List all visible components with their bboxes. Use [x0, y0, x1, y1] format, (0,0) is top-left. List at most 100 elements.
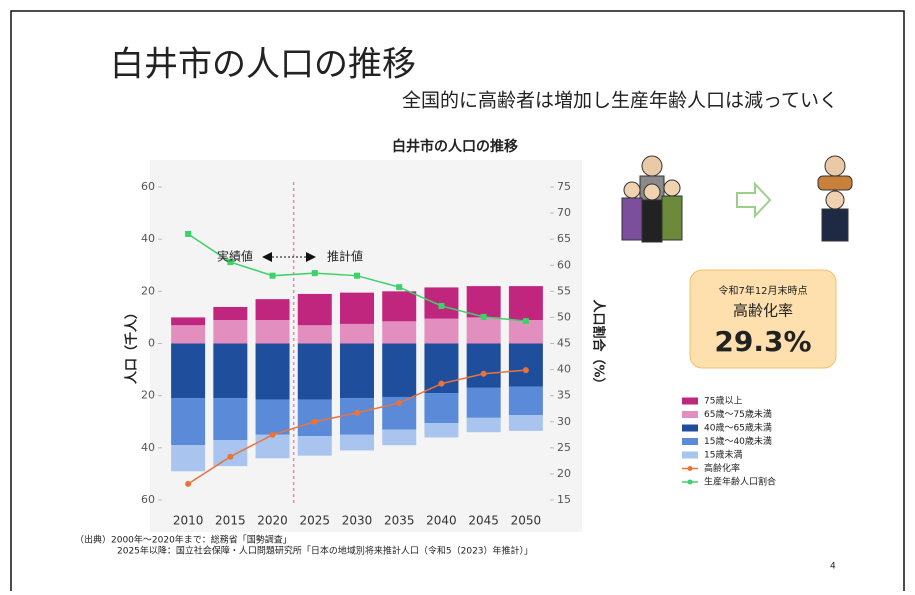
bar [382, 321, 416, 343]
legend-label: 75歳以上 [704, 395, 742, 407]
bar [213, 307, 247, 320]
y-tick-label: 60 [141, 180, 155, 193]
point [185, 231, 191, 237]
y2-tick-label: 35 [557, 389, 571, 402]
bar [467, 418, 501, 432]
y2-tick-label: 60 [557, 258, 571, 271]
bar [213, 398, 247, 440]
bar [171, 445, 205, 471]
y-tick-label: 40 [141, 232, 155, 245]
bar [171, 317, 205, 325]
point [396, 400, 402, 406]
legend-swatch [682, 398, 698, 405]
point [438, 303, 444, 309]
y2-tick-label: 65 [557, 232, 571, 245]
legend-swatch [682, 425, 698, 432]
y2-tick-label: 75 [557, 180, 571, 193]
legend-label: 15歳未満 [704, 449, 742, 461]
bar [509, 286, 543, 320]
annotation: 推計値 [327, 249, 363, 264]
y-tick-label: 20 [141, 389, 155, 402]
bar [256, 435, 290, 458]
legend-label: 高齢化率 [704, 462, 740, 474]
bar [298, 294, 332, 325]
callout-value: 29.3% [714, 325, 811, 358]
y2-tick-label: 15 [557, 493, 571, 506]
y2-tick-label: 45 [557, 337, 571, 350]
point [270, 432, 276, 438]
callout-label: 高齢化率 [733, 302, 793, 320]
x-tick-label: 2040 [426, 514, 457, 528]
y-tick-label: 60 [141, 493, 155, 506]
legend-label: 40歳～65歳未満 [704, 422, 772, 434]
x-tick-label: 2030 [342, 514, 373, 528]
legend-label: 65歳～75歳未満 [704, 408, 772, 420]
point [312, 419, 318, 425]
y-tick-label: 40 [141, 441, 155, 454]
page-number: 4 [830, 562, 836, 572]
y-axis-title: 人口（千人） [124, 306, 140, 384]
page: {"slide": {"title": "白井市の人口の推移", "subtit… [0, 0, 915, 595]
slide-title: 白井市の人口の推移 [110, 45, 416, 85]
bar [298, 325, 332, 343]
bar [298, 344, 332, 400]
bar [467, 388, 501, 418]
bar [340, 293, 374, 324]
legend-swatch [688, 466, 693, 471]
bar [171, 398, 205, 445]
bar [340, 398, 374, 435]
bar [340, 324, 374, 344]
point [227, 454, 233, 460]
x-tick-label: 2010 [173, 514, 204, 528]
slide: 白井市の人口の推移 全国的に高齢者は増加し生産年齢人口は減っていく 白井市の人口… [0, 0, 915, 591]
source-line: 2025年以降：国立社会保障・人口問題研究所「日本の地域別将来推計人口（令和5（… [117, 545, 533, 557]
bar [213, 320, 247, 343]
slide-subtitle: 全国的に高齢者は増加し生産年齢人口は減っていく [402, 90, 838, 112]
point [481, 371, 487, 377]
point [396, 284, 402, 290]
point [354, 410, 360, 416]
point [354, 273, 360, 279]
chart-title: 白井市の人口の推移 [392, 138, 518, 155]
bar [424, 319, 458, 344]
legend-swatch [682, 452, 698, 459]
bar [213, 440, 247, 466]
bar [298, 400, 332, 437]
bar [256, 400, 290, 435]
point [270, 273, 276, 279]
point [523, 318, 529, 324]
bar [467, 317, 501, 343]
legend-swatch [682, 438, 698, 445]
x-tick-label: 2045 [468, 514, 499, 528]
y2-tick-label: 50 [557, 310, 571, 323]
y-tick-label: 0 [148, 337, 155, 350]
callout-date: 令和7年12月末時点 [718, 284, 807, 297]
bar [213, 344, 247, 399]
source-line: （出典）2000年～2020年まで：総務省「国勢調査」 [75, 534, 292, 546]
annotation: 実績値 [217, 249, 253, 264]
x-tick-label: 2020 [257, 514, 288, 528]
y-tick-label: 20 [141, 284, 155, 297]
bar [256, 344, 290, 400]
bar [509, 344, 543, 387]
bar [340, 435, 374, 451]
x-tick-label: 2025 [300, 514, 331, 528]
bar [298, 436, 332, 456]
bar [256, 320, 290, 343]
bar [256, 299, 290, 320]
legend-swatch [688, 480, 693, 485]
point [185, 481, 191, 487]
legend-label: 15歳～40歳未満 [704, 435, 772, 447]
bar [467, 286, 501, 317]
x-tick-label: 2050 [511, 514, 542, 528]
y2-tick-label: 70 [557, 206, 571, 219]
legend-swatch [682, 411, 698, 418]
bar [171, 325, 205, 343]
y2-tick-label: 25 [557, 441, 571, 454]
bar [424, 423, 458, 437]
bar [509, 415, 543, 431]
bar [382, 430, 416, 446]
y2-tick-label: 20 [557, 467, 571, 480]
legend-label: 生産年齢人口割合 [704, 476, 776, 488]
bar [382, 344, 416, 397]
